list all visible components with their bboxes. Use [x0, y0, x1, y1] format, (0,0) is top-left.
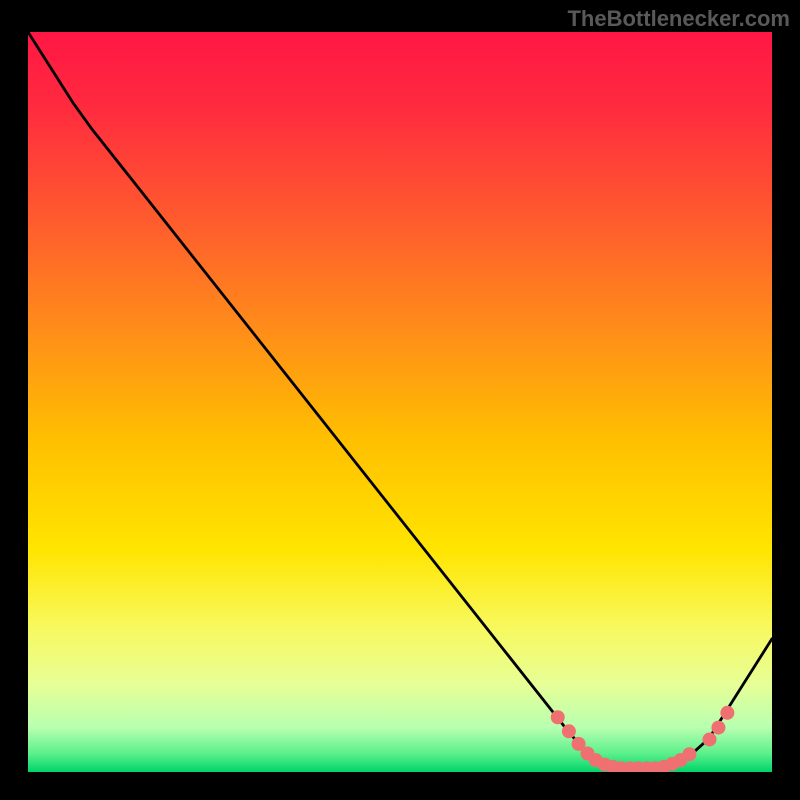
data-point-marker: [683, 748, 696, 761]
chart-background: [28, 32, 772, 772]
data-point-marker: [721, 706, 734, 719]
data-point-marker: [712, 721, 725, 734]
data-point-marker: [703, 733, 716, 746]
data-point-marker: [551, 711, 564, 724]
chart-svg: [0, 0, 800, 800]
watermark-text: TheBottlenecker.com: [567, 6, 790, 32]
chart-container: TheBottlenecker.com: [0, 0, 800, 800]
data-point-marker: [562, 725, 575, 738]
plot-group: [28, 32, 772, 775]
